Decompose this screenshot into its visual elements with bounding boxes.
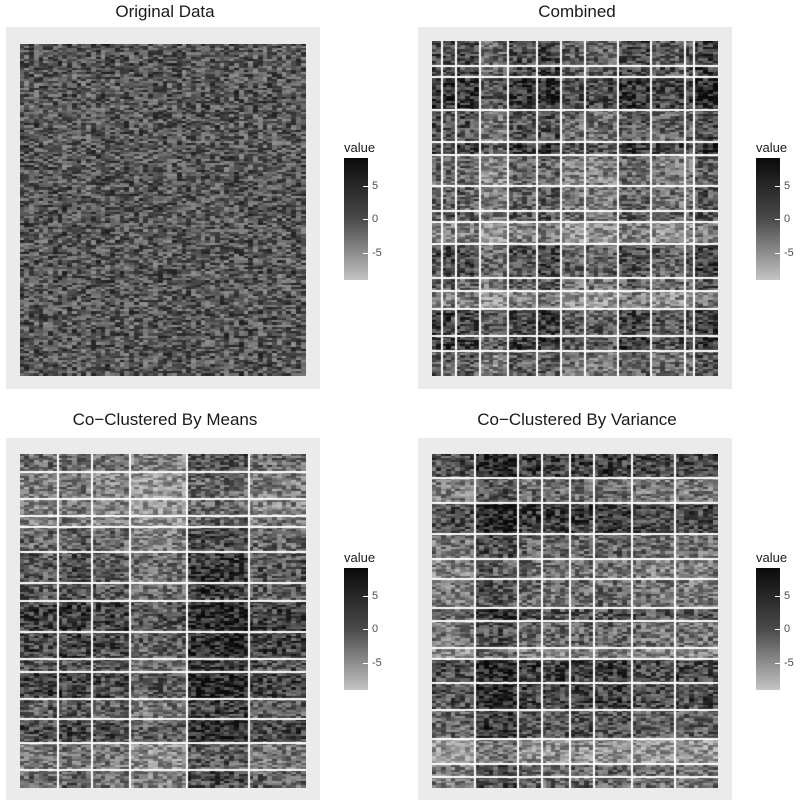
panel-combined: Combined value 5 0 -5 bbox=[412, 0, 800, 400]
legend-tickmark bbox=[775, 629, 780, 630]
legend-tick-label: 5 bbox=[784, 180, 791, 192]
plot-area bbox=[6, 27, 320, 389]
legend-tick-label: -5 bbox=[784, 247, 794, 259]
legend-tickmark bbox=[775, 253, 780, 254]
legend-tick-label: 0 bbox=[372, 213, 379, 225]
legend-tick-label: -5 bbox=[784, 657, 794, 669]
legend-tickmark bbox=[775, 186, 780, 187]
heatmap-cells bbox=[432, 454, 718, 788]
plot-area bbox=[418, 438, 732, 800]
legend-title: value bbox=[344, 550, 376, 565]
legend-tick-label: 5 bbox=[372, 590, 379, 602]
legend-tickmark bbox=[775, 596, 780, 597]
panel-original-data: Original Data value 5 0 -5 bbox=[0, 0, 400, 400]
legend-title: value bbox=[756, 550, 788, 565]
legend: value 5 0 -5 bbox=[344, 550, 394, 695]
legend-tick-label: 5 bbox=[372, 180, 379, 192]
legend-tick-label: 0 bbox=[784, 623, 791, 635]
legend-tickmark bbox=[363, 596, 368, 597]
legend-title: value bbox=[756, 140, 788, 155]
chart-title: Co−Clustered By Means bbox=[72, 410, 258, 429]
legend-title: value bbox=[344, 140, 376, 155]
legend: value 5 0 -5 bbox=[344, 140, 394, 285]
panel-coclustered-means: Co−Clustered By Means value 5 0 -5 bbox=[0, 408, 400, 808]
heatmap-cells bbox=[432, 41, 718, 376]
chart-title: Co−Clustered By Variance bbox=[477, 410, 677, 429]
chart-title: Original Data bbox=[115, 2, 215, 21]
panel-coclustered-variance: Co−Clustered By Variance value 5 0 -5 bbox=[412, 408, 800, 808]
legend-tick-label: -5 bbox=[372, 247, 382, 259]
legend-tick-label: 0 bbox=[784, 213, 791, 225]
heatmap-cells bbox=[20, 44, 306, 376]
chart-title: Combined bbox=[538, 2, 616, 21]
plot-area bbox=[6, 438, 320, 800]
legend-tickmark bbox=[775, 219, 780, 220]
legend: value 5 0 -5 bbox=[756, 140, 800, 285]
legend-tick-label: 0 bbox=[372, 623, 379, 635]
legend: value 5 0 -5 bbox=[756, 550, 800, 695]
legend-tickmark bbox=[363, 629, 368, 630]
legend-tickmark bbox=[775, 663, 780, 664]
legend-tick-label: 5 bbox=[784, 590, 791, 602]
legend-tickmark bbox=[363, 253, 368, 254]
legend-tickmark bbox=[363, 186, 368, 187]
legend-tick-label: -5 bbox=[372, 657, 382, 669]
plot-area bbox=[418, 27, 732, 389]
legend-tickmark bbox=[363, 219, 368, 220]
legend-tickmark bbox=[363, 663, 368, 664]
heatmap-cells bbox=[20, 454, 306, 788]
